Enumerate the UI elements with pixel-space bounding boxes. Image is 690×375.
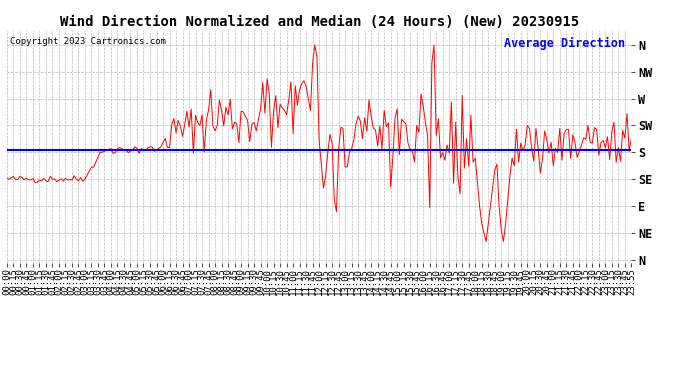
Text: Copyright 2023 Cartronics.com: Copyright 2023 Cartronics.com (10, 37, 166, 46)
Text: Average Direction: Average Direction (504, 37, 625, 50)
Title: Wind Direction Normalized and Median (24 Hours) (New) 20230915: Wind Direction Normalized and Median (24… (59, 15, 579, 29)
